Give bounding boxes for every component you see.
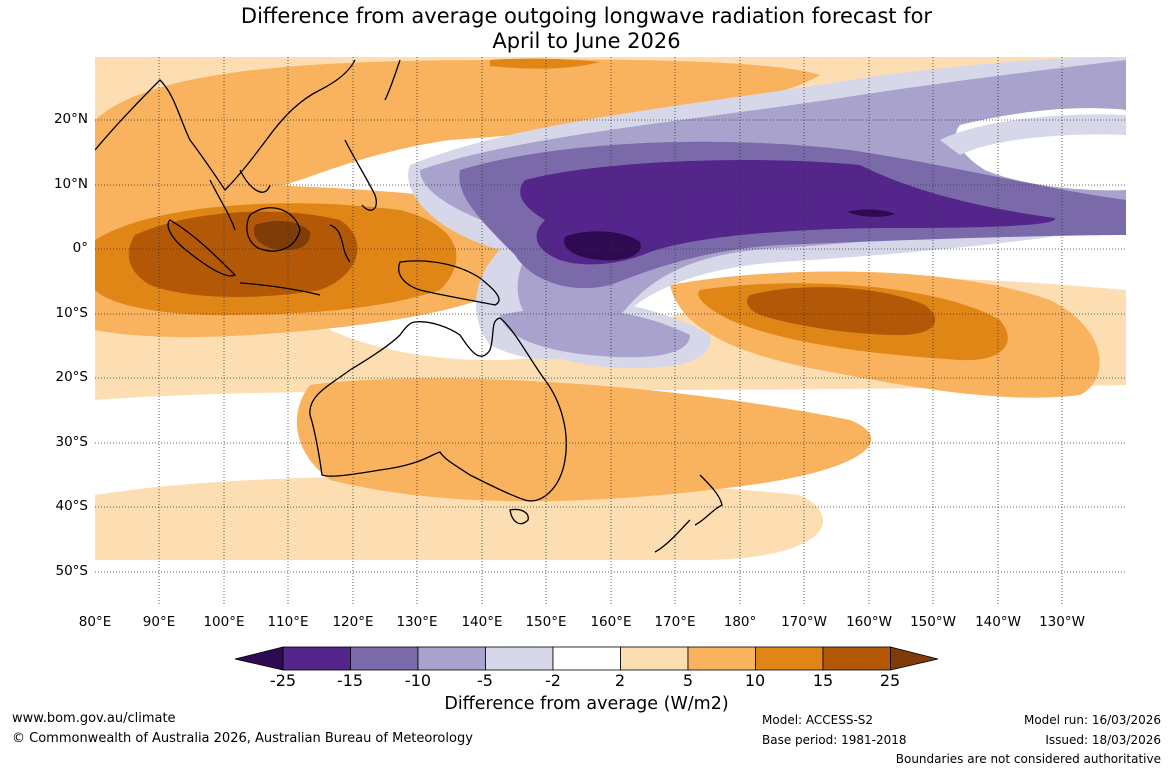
lat-label: 10°S	[55, 305, 89, 321]
website-link[interactable]: www.bom.gov.au/climate	[12, 711, 176, 726]
lon-label: 80°E	[78, 614, 112, 630]
lon-label: 140°E	[461, 614, 503, 630]
lon-label: 120°E	[332, 614, 374, 630]
colorbar-arrow-high	[890, 646, 939, 671]
lat-label: 40°S	[55, 498, 89, 514]
copyright-text: © Commonwealth of Australia 2026, Austra…	[12, 731, 473, 746]
new-guinea-coast	[398, 260, 500, 306]
lat-label: 0°	[72, 240, 88, 256]
lat-label: 20°N	[53, 111, 88, 127]
colorbar-title: Difference from average (W/m2)	[444, 694, 729, 714]
australia-coast	[309, 317, 567, 502]
lat-label: 10°N	[53, 176, 88, 192]
colorbar-arrow-low	[234, 646, 284, 671]
title-line-1: Difference from average outgoing longwav…	[240, 4, 933, 28]
purple-light-region-south	[500, 307, 690, 358]
brown-region-spcz	[747, 287, 936, 335]
asia-coast	[95, 59, 356, 192]
dark-orange-region-north	[490, 58, 600, 69]
lat-label: 50°S	[55, 563, 89, 579]
lon-label: 170°W	[781, 614, 827, 630]
orange-region-north	[95, 59, 820, 206]
colorbar-tick-label: 2	[614, 671, 626, 690]
colorbar-tick-label: 25	[879, 671, 901, 690]
colorbar-tick-label: -5	[477, 671, 493, 690]
colorbar-tick-label: -25	[269, 671, 297, 690]
sulawesi-coast	[329, 224, 351, 263]
model-run-date: Model run: 16/03/2026	[1023, 713, 1161, 727]
white-region-south-pacific	[870, 470, 1126, 591]
graticule	[95, 57, 1126, 604]
lon-label: 140°W	[975, 614, 1021, 630]
lon-label: 170°E	[654, 614, 696, 630]
colorbar-bin-3	[417, 646, 486, 671]
lon-label: 130°E	[396, 614, 438, 630]
colorbar-tick-label: -2	[545, 671, 561, 690]
base-period: Base period: 1981-2018	[762, 733, 907, 747]
lat-label: 30°S	[55, 434, 89, 450]
colorbar-bin-1	[282, 646, 351, 671]
colorbar-tick-label: -10	[404, 671, 432, 690]
orange-region-australia	[296, 378, 872, 502]
colorbar-tick-label: 10	[744, 671, 766, 690]
sumatra-coast	[167, 219, 237, 277]
anomaly-field	[95, 57, 1126, 604]
colorbar-bin-5	[552, 646, 621, 671]
lon-label: 160°E	[590, 614, 632, 630]
colorbar-bin-8	[755, 646, 824, 671]
colorbar-tick-label: -15	[336, 671, 364, 690]
lon-label: 110°E	[267, 614, 309, 630]
colorbar-bin-9	[822, 646, 891, 671]
issued-date: Issued: 18/03/2026	[1045, 733, 1161, 747]
orange-southern-band	[95, 476, 824, 560]
lon-label: 180°	[723, 614, 757, 630]
new-zealand-coast	[654, 474, 723, 553]
deepest-purple-region	[564, 231, 641, 261]
model-name: Model: ACCESS-S2	[762, 713, 874, 727]
colorbar-bin-4	[485, 646, 554, 671]
lon-label: 150°W	[910, 614, 956, 630]
deepest-purple-spot	[848, 209, 895, 217]
darkest-brown-region	[253, 220, 311, 251]
lon-label: 90°E	[142, 614, 176, 630]
tasmania-coast	[509, 508, 529, 525]
colorbar-bin-7	[687, 646, 756, 671]
lat-label: 20°S	[55, 369, 89, 385]
philippines-coast	[344, 139, 377, 211]
colorbar-tick-label: 5	[682, 671, 694, 690]
title-line-2: April to June 2026	[492, 29, 681, 53]
map-title: Difference from average outgoing longwav…	[0, 4, 1173, 54]
purple-dark-region	[520, 160, 1056, 265]
java-coast	[239, 282, 321, 296]
lon-label: 160°W	[846, 614, 892, 630]
lon-label: 150°E	[525, 614, 567, 630]
borneo-coast	[246, 207, 301, 252]
colorbar-bin-6	[620, 646, 689, 671]
colorbar-tick-label: 15	[812, 671, 834, 690]
lon-label: 100°E	[203, 614, 245, 630]
colorbar-bin-2	[350, 646, 419, 671]
japan-coast	[384, 59, 401, 101]
colorbar	[234, 646, 939, 671]
boundaries-disclaimer: Boundaries are not considered authoritat…	[895, 752, 1161, 766]
lon-label: 130°W	[1039, 614, 1085, 630]
lavender-gap-north-pacific	[940, 114, 1126, 155]
